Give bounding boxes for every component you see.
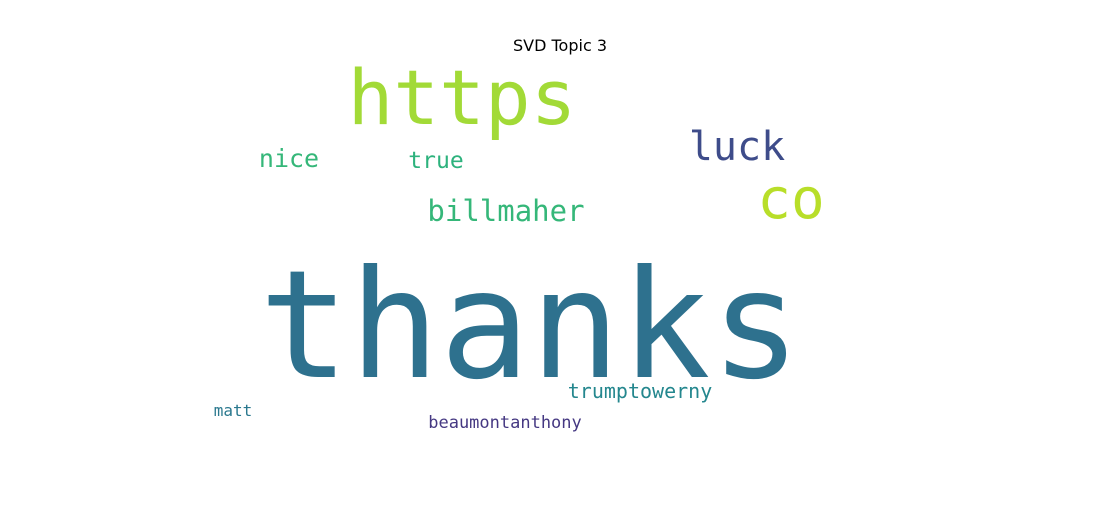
word-nice: nice (259, 144, 319, 173)
word-billmaher: billmaher (427, 194, 584, 228)
word-matt: matt (214, 401, 253, 420)
chart-title: SVD Topic 3 (512, 36, 607, 55)
word-luck: luck (689, 124, 785, 170)
word-https: https (348, 53, 577, 142)
word-beaumontanthony: beaumontanthony (428, 413, 582, 433)
word-true: true (408, 148, 463, 174)
word-trumptowerny: trumptowerny (568, 379, 713, 403)
word-co: co (757, 167, 824, 232)
word-thanks: thanks (259, 239, 801, 413)
